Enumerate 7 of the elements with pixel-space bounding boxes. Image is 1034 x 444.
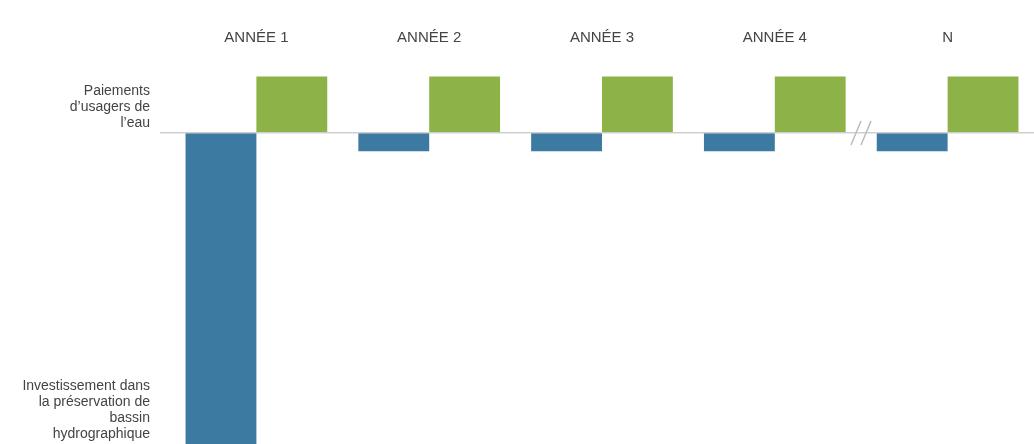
x-tick-label: ANNÉE 1: [224, 28, 289, 46]
x-tick-label: ANNÉE 3: [569, 28, 635, 46]
text: Paiements d’usagers de l’eau: [69, 81, 151, 130]
x-tick-label: N: [942, 28, 954, 46]
x-tick-label: ANNÉE 2: [397, 28, 462, 46]
x-tick-label: ANNÉE 4: [742, 28, 807, 46]
text: Investissement dans la préservation de bassin hydrographique: [22, 376, 151, 441]
